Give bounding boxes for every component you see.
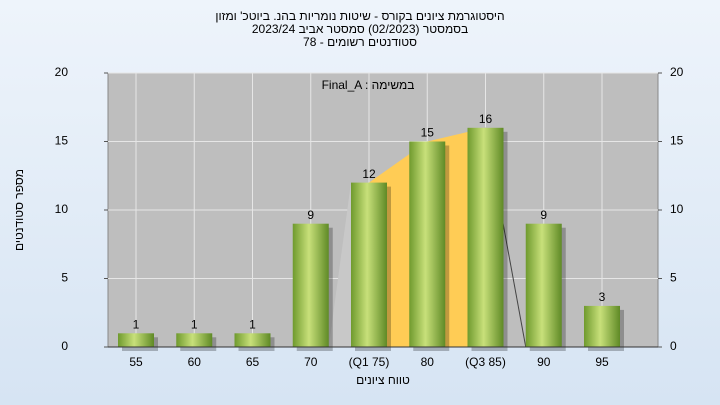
bar <box>409 141 446 347</box>
x-tick-label: 55 <box>129 355 143 369</box>
bar <box>118 333 154 347</box>
value-label: 1 <box>133 317 140 331</box>
y2-tick-label: 0 <box>670 339 677 353</box>
bar <box>525 223 562 347</box>
y-tick-label: 5 <box>61 271 68 285</box>
value-label: 1 <box>191 317 198 331</box>
bar <box>176 333 213 347</box>
bar <box>292 223 329 347</box>
value-label: 9 <box>307 208 314 222</box>
value-label: 12 <box>362 167 376 181</box>
chart-title: היסטוגרמת ציונים בקורס - שיטות נומריות ב… <box>215 9 504 23</box>
x-tick-label: 70 <box>304 355 318 369</box>
y2-tick-label: 20 <box>670 65 684 79</box>
bar <box>351 182 387 347</box>
chart-subtitle: סטודנטים רשומים - 78 <box>303 35 417 49</box>
value-label: 15 <box>421 126 435 140</box>
value-label: 9 <box>540 208 547 222</box>
y2-tick-label: 10 <box>670 202 684 216</box>
y-tick-label: 0 <box>61 339 68 353</box>
bar <box>234 333 271 347</box>
x-axis-label: טווח ציונים <box>356 373 410 387</box>
bar <box>467 127 504 347</box>
value-label: 1 <box>249 317 256 331</box>
x-tick-label: 80 <box>421 355 435 369</box>
annotation: Final_A : במשימה <box>322 78 415 92</box>
y-tick-label: 20 <box>55 65 69 79</box>
x-tick-label: (Q3 85) <box>465 355 506 369</box>
value-label: 3 <box>599 290 606 304</box>
lower-whisker-area <box>328 182 351 347</box>
bar <box>584 305 620 347</box>
y-tick-label: 10 <box>55 202 69 216</box>
y2-tick-label: 15 <box>670 134 684 148</box>
value-label: 16 <box>479 112 493 126</box>
x-tick-label: 60 <box>188 355 202 369</box>
y2-tick-label: 5 <box>670 271 677 285</box>
y-tick-label: 15 <box>55 134 69 148</box>
x-tick-label: 95 <box>595 355 609 369</box>
x-tick-label: (Q1 75) <box>349 355 390 369</box>
y-axis-label: מספר סטודנטים <box>12 169 26 251</box>
x-tick-label: 90 <box>537 355 551 369</box>
chart-subtitle: בסמסטר (02/2023) סמסטר אביב 2023/24 <box>252 22 468 36</box>
x-tick-label: 65 <box>246 355 260 369</box>
